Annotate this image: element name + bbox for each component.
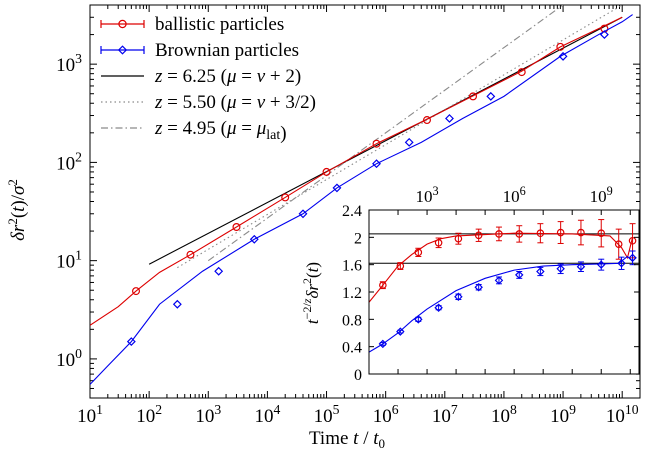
main-x-tick-label: 108 <box>491 402 517 427</box>
inset-ballistic-point <box>614 240 623 248</box>
legend-marker-1 <box>118 19 127 29</box>
main-brownian-point <box>404 137 414 147</box>
inset-y-tick-label: 0.8 <box>342 312 362 329</box>
inset-x-tick-label: 103 <box>415 184 438 206</box>
inset-ballistic-point <box>495 230 503 238</box>
main-x-tick-label: 103 <box>195 402 221 427</box>
inset-x-tick-label: 109 <box>590 184 613 206</box>
inset-y-tick-label: 1.6 <box>342 258 362 275</box>
main-reference-line-2 <box>177 5 623 269</box>
main-brownian-point <box>214 266 224 276</box>
main-ballistic-point <box>186 250 195 259</box>
legend-label-4: z = 5.50 (μ = ν + 3/2) <box>154 92 316 113</box>
main-brownian-point <box>486 91 496 101</box>
legend-label-5: z = 4.95 (μ = μlat) <box>154 118 287 144</box>
inset-brownian-point <box>454 292 463 302</box>
inset-brownian-point <box>434 303 443 312</box>
main-ballistic-point <box>556 42 565 51</box>
main-x-tick-label: 105 <box>314 402 340 427</box>
main-y-tick-label: 103 <box>56 51 82 76</box>
inset-ballistic-point <box>379 281 387 289</box>
inset-y-tick-label: 1.2 <box>342 285 362 302</box>
main-brownian-point <box>558 51 568 61</box>
main-ballistic-point <box>132 287 141 296</box>
main-x-tick-label: 109 <box>550 402 576 427</box>
main-ballistic-point <box>422 116 431 125</box>
inset-brownian-point <box>515 270 524 280</box>
inset-y-tick-label: 0.4 <box>342 340 362 357</box>
legend-label-2: Brownian particles <box>155 40 299 61</box>
main-brownian-point <box>445 114 454 123</box>
main-y-tick-label: 101 <box>56 248 82 273</box>
legend-label-1: ballistic particles <box>155 14 284 35</box>
inset-ballistic-point <box>515 230 524 238</box>
inset-ballistic-point <box>628 236 637 245</box>
main-y-axis-label: δr2(t)/σ2 <box>5 179 29 241</box>
main-ballistic-point <box>469 92 478 101</box>
main-y-tick-label: 100 <box>56 346 82 371</box>
inset-x-tick-label: 106 <box>503 184 526 206</box>
main-x-tick-label: 1010 <box>606 402 639 427</box>
main-brownian-point <box>172 299 182 309</box>
inset-y-tick-label: 2 <box>354 230 362 247</box>
main-x-tick-label: 102 <box>136 402 162 427</box>
main-x-tick-label: 101 <box>77 402 103 427</box>
inset-brownian-point <box>576 262 586 271</box>
inset-ballistic-point <box>474 231 483 240</box>
main-x-tick-label: 107 <box>432 402 458 427</box>
main-reference-line-1 <box>148 16 623 265</box>
inset-ballistic-point <box>434 239 443 247</box>
legend-label-3: z = 6.25 (μ = ν + 2) <box>154 66 301 87</box>
main-ballistic-point <box>517 68 526 77</box>
main-x-axis: 101 102 103 104 105 106 107 108 109 1010 <box>77 5 641 427</box>
inset-ballistic-point <box>414 248 423 257</box>
inset-brownian-point <box>556 264 565 274</box>
main-brownian-point <box>126 337 136 347</box>
inset-y-axis-label: t−2/zδr2(t) <box>300 262 322 324</box>
inset-brownian-point <box>628 253 637 263</box>
inset-ballistic-point <box>556 228 565 237</box>
inset-y-axis: 0 0.4 0.8 1.2 1.6 2 2.4 <box>342 203 639 384</box>
main-ballistic-point <box>372 139 381 148</box>
main-ballistic-point <box>232 223 241 232</box>
inset-brownian-point <box>596 260 606 269</box>
inset-series <box>369 219 637 353</box>
inset-ballistic-point <box>396 262 405 270</box>
inset-ballistic-point <box>577 228 585 237</box>
main-brownian-point <box>298 209 308 219</box>
main-ballistic-point <box>322 167 331 176</box>
inset-brownian-point <box>396 327 405 336</box>
main-series <box>90 5 633 385</box>
main-brownian-point <box>599 30 609 40</box>
main-brownian-line <box>90 14 633 385</box>
main-brownian-point <box>249 234 259 244</box>
inset-brownian-point <box>617 259 626 268</box>
main-brownian-point <box>372 159 381 169</box>
inset-ballistic-point <box>454 234 463 243</box>
main-brownian-point <box>332 183 342 193</box>
main-y-tick-label: 102 <box>56 149 82 174</box>
inset-plot-background <box>369 210 639 374</box>
inset-y-tick-label: 0 <box>354 367 362 384</box>
inset-plot: 103 106 109 0 0.4 0.8 1.2 1.6 2 2.4 t−2/zδr2(t) <box>300 184 640 384</box>
inset-brownian-point <box>378 339 388 349</box>
main-ballistic-line <box>90 16 623 326</box>
inset-brownian-point <box>536 267 545 276</box>
main-plot: 101 102 103 104 105 106 107 108 109 1010 10010110… <box>5 4 641 451</box>
inset-ballistic-point <box>536 229 545 238</box>
main-reference-line-3 <box>207 5 564 262</box>
inset-brownian-point <box>494 276 504 285</box>
inset-y-tick-label: 2.4 <box>342 203 362 220</box>
main-ballistic-point <box>281 193 290 202</box>
inset-ballistic-point <box>597 229 606 238</box>
legend-marker-2 <box>117 45 128 55</box>
main-x-axis-label: Time t / t0 <box>309 428 385 451</box>
inset-brownian-point <box>414 315 423 324</box>
inset-brownian-point <box>474 282 483 292</box>
main-x-tick-label: 106 <box>373 402 399 427</box>
legend: ballistic particles Brownian particles z =… <box>100 14 316 144</box>
main-x-tick-label: 104 <box>254 402 280 427</box>
